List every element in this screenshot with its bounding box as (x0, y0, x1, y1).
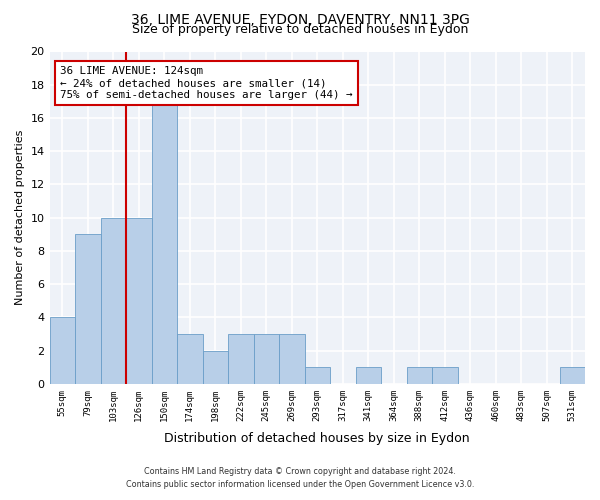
Bar (279, 334, 305, 384)
Text: 36, LIME AVENUE, EYDON, DAVENTRY, NN11 3PG: 36, LIME AVENUE, EYDON, DAVENTRY, NN11 3… (131, 12, 469, 26)
Bar (126, 218, 152, 384)
Bar (177, 334, 203, 384)
Text: Contains HM Land Registry data © Crown copyright and database right 2024.
Contai: Contains HM Land Registry data © Crown c… (126, 468, 474, 489)
Bar (228, 334, 254, 384)
Bar (203, 350, 228, 384)
Bar (254, 334, 279, 384)
Bar (152, 102, 177, 384)
X-axis label: Distribution of detached houses by size in Eydon: Distribution of detached houses by size … (164, 432, 470, 445)
Bar (50, 318, 75, 384)
Bar (101, 218, 126, 384)
Bar (356, 367, 381, 384)
Bar (432, 367, 458, 384)
Bar (407, 367, 432, 384)
Y-axis label: Number of detached properties: Number of detached properties (15, 130, 25, 306)
Text: Size of property relative to detached houses in Eydon: Size of property relative to detached ho… (132, 24, 468, 36)
Text: 36 LIME AVENUE: 124sqm
← 24% of detached houses are smaller (14)
75% of semi-det: 36 LIME AVENUE: 124sqm ← 24% of detached… (60, 66, 353, 100)
Bar (560, 367, 585, 384)
Bar (305, 367, 330, 384)
Bar (75, 234, 101, 384)
